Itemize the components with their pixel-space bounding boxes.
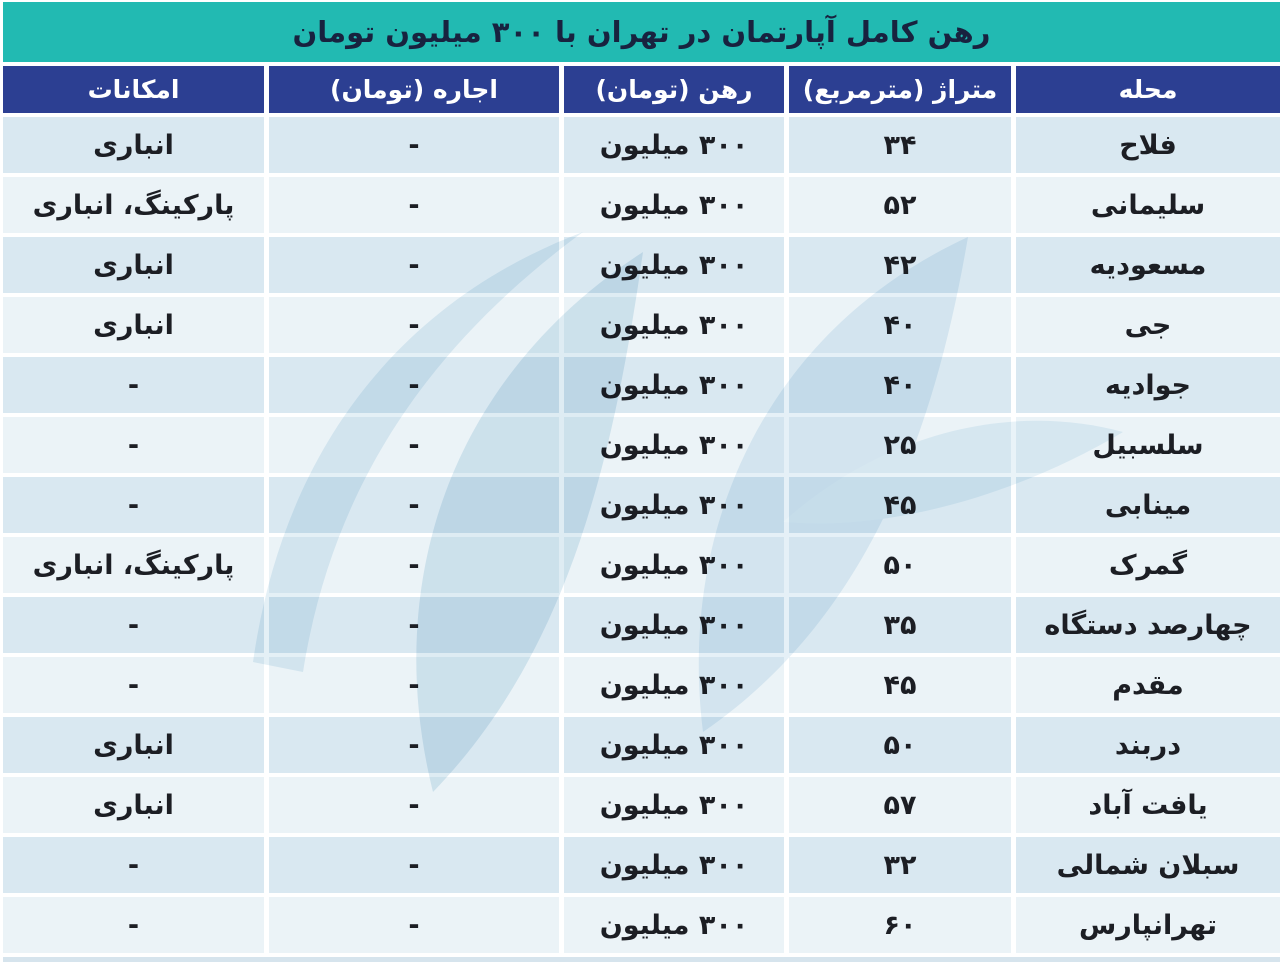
cell-metraj: ۴۵ (789, 477, 1011, 533)
cell-mahalleh: سبلان شمالی (1016, 837, 1280, 893)
cell-metraj: ۲۵ (789, 417, 1011, 473)
cell-rahn: ۳۰۰ میلیون (564, 537, 784, 593)
cell-rahn: ۳۰۰ میلیون (564, 477, 784, 533)
cell-ejareh: - (269, 357, 559, 413)
cell-ejareh: - (269, 837, 559, 893)
cell-emkanat: انباری (3, 297, 264, 353)
cell-metraj: ۵۰ (789, 537, 1011, 593)
cell-rahn: ۳۰۰ میلیون (564, 117, 784, 173)
cell-mahalleh: سلسبیل (1016, 417, 1280, 473)
cell-emkanat: انباری (3, 117, 264, 173)
cell-mahalleh: جوادیه (1016, 357, 1280, 413)
title-bar: رهن کامل آپارتمان در تهران با ۳۰۰ میلیون… (3, 2, 1280, 62)
cell-mahalleh: جی (1016, 297, 1280, 353)
table-row: فلاح ۳۴ ۳۰۰ میلیون - انباری (3, 117, 1280, 173)
cell-rahn: ۳۰۰ میلیون (564, 297, 784, 353)
cell-metraj: ۵۲ (789, 177, 1011, 233)
cell-metraj: ۳۴ (789, 117, 1011, 173)
cell-ejareh: - (269, 297, 559, 353)
cell-mahalleh: مینابی (1016, 477, 1280, 533)
table-row: جی ۴۰ ۳۰۰ میلیون - انباری (3, 297, 1280, 353)
table-row: سلیمانی ۵۲ ۳۰۰ میلیون - پارکینگ، انباری (3, 177, 1280, 233)
cell-mahalleh: یافت آباد (1016, 777, 1280, 833)
cell-mahalleh: تهرانپارس (1016, 897, 1280, 953)
cell-metraj: ۴۲ (789, 237, 1011, 293)
cell-emkanat: پارکینگ، انباری (3, 537, 264, 593)
cell-rahn: ۳۰۰ میلیون (564, 597, 784, 653)
cell-rahn: ۳۰۰ میلیون (564, 897, 784, 953)
bottom-strip (3, 957, 1280, 962)
table-row: تهرانپارس ۶۰ ۳۰۰ میلیون - - (3, 897, 1280, 953)
cell-emkanat: پارکینگ، انباری (3, 177, 264, 233)
cell-metraj: ۳۲ (789, 837, 1011, 893)
column-header-emkanat: امکانات (3, 66, 264, 113)
cell-emkanat: - (3, 897, 264, 953)
table-body: فلاح ۳۴ ۳۰۰ میلیون - انباری سلیمانی ۵۲ ۳۰۰ میلی… (3, 117, 1280, 953)
column-header-ejareh: اجاره (تومان) (269, 66, 559, 113)
table-row: مینابی ۴۵ ۳۰۰ میلیون - - (3, 477, 1280, 533)
table-row: گمرک ۵۰ ۳۰۰ میلیون - پارکینگ، انباری (3, 537, 1280, 593)
table-row: چهارصد دستگاه ۳۵ ۳۰۰ میلیون - - (3, 597, 1280, 653)
table-row: سبلان شمالی ۳۲ ۳۰۰ میلیون - - (3, 837, 1280, 893)
cell-emkanat: - (3, 597, 264, 653)
cell-metraj: ۴۵ (789, 657, 1011, 713)
cell-mahalleh: گمرک (1016, 537, 1280, 593)
table-row: جوادیه ۴۰ ۳۰۰ میلیون - - (3, 357, 1280, 413)
cell-mahalleh: سلیمانی (1016, 177, 1280, 233)
header-row: محله متراژ (مترمربع) رهن (تومان) اجاره (توم… (3, 66, 1280, 113)
cell-ejareh: - (269, 897, 559, 953)
cell-ejareh: - (269, 597, 559, 653)
cell-mahalleh: دربند (1016, 717, 1280, 773)
cell-metraj: ۵۰ (789, 717, 1011, 773)
cell-emkanat: انباری (3, 717, 264, 773)
cell-emkanat: انباری (3, 237, 264, 293)
cell-ejareh: - (269, 717, 559, 773)
column-header-mahalleh: محله (1016, 66, 1280, 113)
cell-rahn: ۳۰۰ میلیون (564, 357, 784, 413)
cell-metraj: ۶۰ (789, 897, 1011, 953)
cell-rahn: ۳۰۰ میلیون (564, 777, 784, 833)
cell-ejareh: - (269, 477, 559, 533)
cell-ejareh: - (269, 177, 559, 233)
page-title: رهن کامل آپارتمان در تهران با ۳۰۰ میلیون… (292, 15, 991, 49)
cell-mahalleh: فلاح (1016, 117, 1280, 173)
cell-rahn: ۳۰۰ میلیون (564, 837, 784, 893)
cell-metraj: ۴۰ (789, 357, 1011, 413)
cell-rahn: ۳۰۰ میلیون (564, 177, 784, 233)
cell-rahn: ۳۰۰ میلیون (564, 717, 784, 773)
cell-rahn: ۳۰۰ میلیون (564, 657, 784, 713)
cell-mahalleh: مسعودیه (1016, 237, 1280, 293)
cell-metraj: ۵۷ (789, 777, 1011, 833)
cell-metraj: ۴۰ (789, 297, 1011, 353)
cell-rahn: ۳۰۰ میلیون (564, 237, 784, 293)
cell-ejareh: - (269, 417, 559, 473)
table-row: مقدم ۴۵ ۳۰۰ میلیون - - (3, 657, 1280, 713)
cell-emkanat: - (3, 417, 264, 473)
cell-mahalleh: چهارصد دستگاه (1016, 597, 1280, 653)
cell-emkanat: انباری (3, 777, 264, 833)
cell-emkanat: - (3, 657, 264, 713)
cell-ejareh: - (269, 657, 559, 713)
cell-mahalleh: مقدم (1016, 657, 1280, 713)
cell-ejareh: - (269, 777, 559, 833)
cell-rahn: ۳۰۰ میلیون (564, 417, 784, 473)
cell-ejareh: - (269, 537, 559, 593)
cell-emkanat: - (3, 357, 264, 413)
table-row: سلسبیل ۲۵ ۳۰۰ میلیون - - (3, 417, 1280, 473)
page-root: رهن کامل آپارتمان در تهران با ۳۰۰ میلیون… (3, 2, 1280, 969)
cell-metraj: ۳۵ (789, 597, 1011, 653)
column-header-metraj: متراژ (مترمربع) (789, 66, 1011, 113)
cell-ejareh: - (269, 237, 559, 293)
table-row: دربند ۵۰ ۳۰۰ میلیون - انباری (3, 717, 1280, 773)
cell-ejareh: - (269, 117, 559, 173)
table-row: یافت آباد ۵۷ ۳۰۰ میلیون - انباری (3, 777, 1280, 833)
column-header-rahn: رهن (تومان) (564, 66, 784, 113)
table-row: مسعودیه ۴۲ ۳۰۰ میلیون - انباری (3, 237, 1280, 293)
cell-emkanat: - (3, 837, 264, 893)
cell-emkanat: - (3, 477, 264, 533)
